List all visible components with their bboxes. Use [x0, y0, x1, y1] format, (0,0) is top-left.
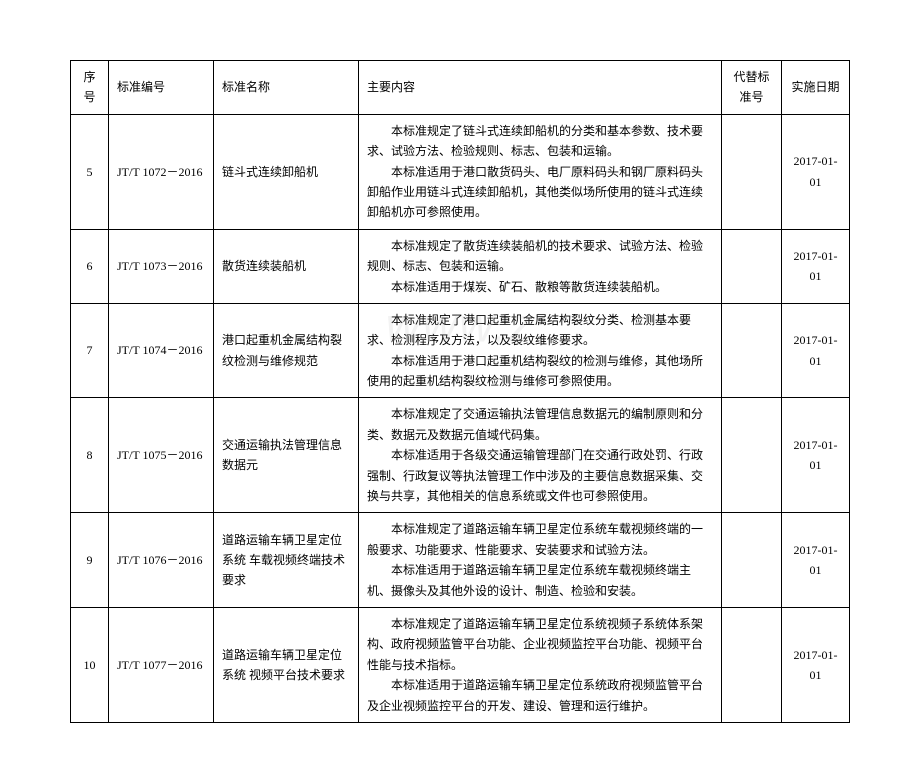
cell-date: 2017-01-01 — [782, 114, 850, 229]
table-row: 8JT/T 1075－2016交通运输执法管理信息数据元本标准规定了交通运输执法… — [71, 398, 850, 513]
table-row: 7JT/T 1074－2016港口起重机金属结构裂纹检测与维修规范本标准规定了港… — [71, 303, 850, 398]
cell-code: JT/T 1076－2016 — [109, 513, 214, 608]
cell-content: 本标准规定了港口起重机金属结构裂纹分类、检测基本要求、检测程序及方法，以及裂纹维… — [359, 303, 722, 398]
cell-replace — [722, 607, 782, 722]
col-header-name: 标准名称 — [214, 61, 359, 115]
cell-content: 本标准规定了道路运输车辆卫星定位系统车载视频终端的一般要求、功能要求、性能要求、… — [359, 513, 722, 608]
content-paragraph: 本标准适用于港口散货码头、电厂原料码头和钢厂原料码头卸船作业用链斗式连续卸船机，… — [367, 162, 713, 223]
cell-date: 2017-01-01 — [782, 513, 850, 608]
cell-idx: 5 — [71, 114, 109, 229]
cell-replace — [722, 513, 782, 608]
cell-code: JT/T 1077－2016 — [109, 607, 214, 722]
cell-idx: 9 — [71, 513, 109, 608]
cell-name: 道路运输车辆卫星定位系统 视频平台技术要求 — [214, 607, 359, 722]
content-paragraph: 本标准规定了道路运输车辆卫星定位系统视频子系统体系架构、政府视频监管平台功能、企… — [367, 614, 713, 675]
cell-replace — [722, 398, 782, 513]
table-header-row: 序号 标准编号 标准名称 主要内容 代替标准号 实施日期 — [71, 61, 850, 115]
cell-name: 链斗式连续卸船机 — [214, 114, 359, 229]
cell-replace — [722, 303, 782, 398]
col-header-content: 主要内容 — [359, 61, 722, 115]
table-row: 10JT/T 1077－2016道路运输车辆卫星定位系统 视频平台技术要求本标准… — [71, 607, 850, 722]
cell-idx: 7 — [71, 303, 109, 398]
col-header-idx: 序号 — [71, 61, 109, 115]
table-row: 9JT/T 1076－2016道路运输车辆卫星定位系统 车载视频终端技术要求本标… — [71, 513, 850, 608]
col-header-code: 标准编号 — [109, 61, 214, 115]
content-paragraph: 本标准规定了道路运输车辆卫星定位系统车载视频终端的一般要求、功能要求、性能要求、… — [367, 519, 713, 560]
cell-name: 港口起重机金属结构裂纹检测与维修规范 — [214, 303, 359, 398]
content-paragraph: 本标准适用于煤炭、矿石、散粮等散货连续装船机。 — [367, 277, 713, 297]
col-header-replace: 代替标准号 — [722, 61, 782, 115]
cell-idx: 10 — [71, 607, 109, 722]
cell-code: JT/T 1072－2016 — [109, 114, 214, 229]
content-paragraph: 本标准适用于道路运输车辆卫星定位系统车载视频终端主机、摄像头及其他外设的设计、制… — [367, 560, 713, 601]
cell-idx: 8 — [71, 398, 109, 513]
cell-name: 道路运输车辆卫星定位系统 车载视频终端技术要求 — [214, 513, 359, 608]
table-body: 5JT/T 1072－2016链斗式连续卸船机本标准规定了链斗式连续卸船机的分类… — [71, 114, 850, 722]
cell-replace — [722, 229, 782, 303]
cell-idx: 6 — [71, 229, 109, 303]
cell-name: 散货连续装船机 — [214, 229, 359, 303]
content-paragraph: 本标准规定了散货连续装船机的技术要求、试验方法、检验规则、标志、包装和运输。 — [367, 236, 713, 277]
cell-date: 2017-01-01 — [782, 229, 850, 303]
cell-date: 2017-01-01 — [782, 303, 850, 398]
table-row: 6JT/T 1073－2016散货连续装船机本标准规定了散货连续装船机的技术要求… — [71, 229, 850, 303]
cell-code: JT/T 1074－2016 — [109, 303, 214, 398]
content-paragraph: 本标准规定了交通运输执法管理信息数据元的编制原则和分类、数据元及数据元值域代码集… — [367, 404, 713, 445]
cell-content: 本标准规定了道路运输车辆卫星定位系统视频子系统体系架构、政府视频监管平台功能、企… — [359, 607, 722, 722]
cell-content: 本标准规定了散货连续装船机的技术要求、试验方法、检验规则、标志、包装和运输。本标… — [359, 229, 722, 303]
cell-content: 本标准规定了链斗式连续卸船机的分类和基本参数、技术要求、试验方法、检验规则、标志… — [359, 114, 722, 229]
col-header-date: 实施日期 — [782, 61, 850, 115]
content-paragraph: 本标准规定了港口起重机金属结构裂纹分类、检测基本要求、检测程序及方法，以及裂纹维… — [367, 310, 713, 351]
content-paragraph: 本标准适用于道路运输车辆卫星定位系统政府视频监管平台及企业视频监控平台的开发、建… — [367, 675, 713, 716]
content-paragraph: 本标准规定了链斗式连续卸船机的分类和基本参数、技术要求、试验方法、检验规则、标志… — [367, 121, 713, 162]
standards-table: 序号 标准编号 标准名称 主要内容 代替标准号 实施日期 5JT/T 1072－… — [70, 60, 850, 723]
cell-date: 2017-01-01 — [782, 398, 850, 513]
content-paragraph: 本标准适用于各级交通运输管理部门在交通行政处罚、行政强制、行政复议等执法管理工作… — [367, 445, 713, 506]
cell-code: JT/T 1073－2016 — [109, 229, 214, 303]
cell-date: 2017-01-01 — [782, 607, 850, 722]
table-row: 5JT/T 1072－2016链斗式连续卸船机本标准规定了链斗式连续卸船机的分类… — [71, 114, 850, 229]
cell-replace — [722, 114, 782, 229]
content-paragraph: 本标准适用于港口起重机结构裂纹的检测与维修，其他场所使用的起重机结构裂纹检测与维… — [367, 351, 713, 392]
cell-code: JT/T 1075－2016 — [109, 398, 214, 513]
cell-content: 本标准规定了交通运输执法管理信息数据元的编制原则和分类、数据元及数据元值域代码集… — [359, 398, 722, 513]
cell-name: 交通运输执法管理信息数据元 — [214, 398, 359, 513]
